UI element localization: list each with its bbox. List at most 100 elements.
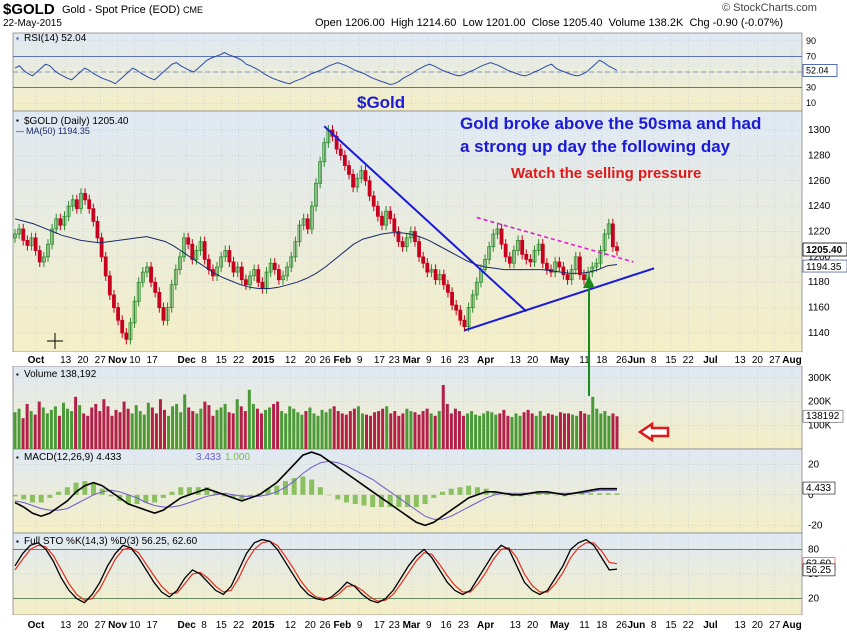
candle-body: [450, 291, 454, 306]
volume-bar: [219, 407, 223, 449]
macd-histogram-bar: [178, 487, 184, 495]
high-value: 1214.60: [416, 17, 457, 29]
candle-body: [99, 237, 104, 258]
volume-bar: [534, 415, 538, 449]
candle-body: [446, 284, 450, 293]
vol-legend-icon: ▪: [16, 370, 19, 379]
macd-histogram-bar: [544, 493, 550, 495]
volume-bar: [526, 409, 530, 449]
volume-bar: [288, 406, 292, 449]
x-tick-label-bottom: 20: [752, 620, 764, 631]
candle-body: [388, 210, 393, 220]
volume-bar: [546, 413, 550, 449]
x-tick-label-bottom: Feb: [333, 620, 351, 631]
candle-body: [13, 233, 17, 239]
macd-histogram-bar: [204, 487, 210, 495]
macd-histogram-bar: [422, 494, 428, 504]
macd-histogram-bar: [21, 494, 27, 500]
macd-histogram-bar: [309, 479, 315, 495]
volume-bar: [401, 413, 405, 449]
x-tick-label-bottom: Mar: [403, 620, 421, 631]
volume-bar: [425, 408, 429, 449]
selling-pressure-arrow: [637, 421, 670, 443]
vol-y-tick: 100K: [808, 420, 832, 431]
price-y-tick: 1160: [808, 303, 830, 314]
candle-body: [165, 307, 170, 321]
macd-histogram-bar: [396, 494, 402, 508]
macd-histogram-bar: [344, 494, 350, 503]
x-tick-label-bottom: 27: [95, 620, 107, 631]
volume-bar: [86, 415, 90, 449]
x-tick-label-bottom: 20: [305, 620, 317, 631]
macd-histogram-bar: [597, 493, 603, 495]
x-tick-label-bottom: 8: [201, 620, 207, 631]
macd-histogram-bar: [352, 494, 358, 504]
volume-bar: [179, 412, 183, 449]
x-tick-label-top: Aug: [782, 355, 801, 366]
volume-bar: [199, 408, 203, 449]
x-tick-label-bottom: 13: [735, 620, 747, 631]
macd-histogram-bar: [361, 494, 367, 506]
volume-bar: [316, 415, 320, 449]
volume-bar: [502, 409, 506, 449]
candle-body: [606, 223, 611, 235]
volume-bar: [207, 405, 211, 449]
candle-body: [235, 266, 240, 273]
candle-body: [355, 177, 360, 188]
candle-body: [512, 250, 516, 264]
price-y-tick: 1140: [808, 328, 830, 339]
x-tick-label-top: 15: [216, 355, 228, 366]
volume-bar: [231, 413, 235, 449]
volume-bar: [66, 408, 70, 449]
candle-body: [248, 275, 252, 286]
x-tick-label-top: 9: [357, 355, 363, 366]
volume-bar: [611, 413, 615, 449]
vol-y-tick: 200K: [808, 397, 832, 408]
price-legend: $GOLD (Daily) 1205.40: [24, 116, 129, 127]
sto-y-tick: 80: [808, 544, 820, 555]
rsi-y-tick: 30: [806, 83, 816, 93]
candle-body: [421, 256, 426, 264]
candle-body: [260, 281, 265, 289]
volume-bar: [223, 403, 227, 449]
volume-bar: [449, 413, 453, 449]
candle-body: [520, 239, 525, 255]
volume-bar: [542, 415, 546, 449]
candle-body: [107, 275, 112, 296]
candle-body: [244, 279, 248, 286]
candle-body: [17, 228, 22, 235]
candle-body: [276, 269, 281, 281]
candle-body: [437, 274, 442, 281]
price-y-tick: 1260: [808, 176, 831, 187]
x-tick-label-top: Jul: [703, 355, 718, 366]
volume-bar: [300, 414, 304, 449]
candle-body: [194, 250, 199, 260]
volume-bar: [304, 411, 308, 449]
candle-body: [297, 224, 302, 243]
candle-body: [112, 294, 116, 309]
candle-body: [95, 220, 100, 239]
x-tick-label-bottom: 9: [426, 620, 432, 631]
candle-body: [380, 215, 384, 226]
candle-body: [491, 233, 496, 248]
volume-bar: [146, 402, 150, 449]
candle-body: [367, 180, 372, 197]
macd-histogram-bar: [134, 494, 140, 504]
x-tick-label-top: 23: [458, 355, 470, 366]
volume-bar: [98, 411, 102, 449]
x-tick-label-bottom: May: [550, 620, 570, 631]
stockcharts-logo: © StockCharts.com: [722, 2, 817, 14]
volume-bar: [348, 411, 352, 449]
candle-body: [532, 250, 537, 263]
volume-bar: [74, 396, 78, 449]
x-tick-label-top: May: [550, 355, 570, 366]
volume-bar: [239, 406, 243, 449]
volume-bar: [33, 414, 37, 449]
macd-histogram-bar: [553, 494, 559, 496]
x-tick-label-top: 15: [665, 355, 677, 366]
candle-body: [441, 274, 446, 286]
volume-bar: [587, 414, 591, 449]
macd-histogram-bar: [588, 493, 594, 495]
macd-histogram-bar: [474, 487, 480, 495]
volume-bar: [243, 411, 247, 449]
